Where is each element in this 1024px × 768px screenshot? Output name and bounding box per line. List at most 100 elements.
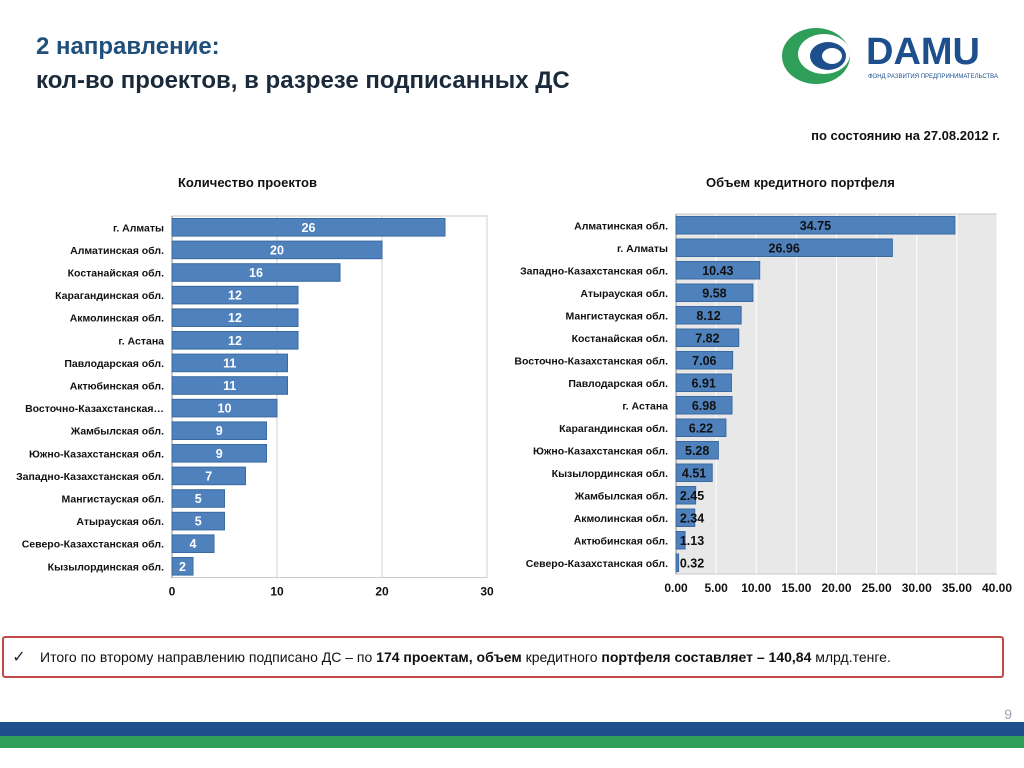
tick-label: 40.00 xyxy=(982,581,1012,595)
bar xyxy=(675,373,732,392)
category-label: Алматинская обл. xyxy=(70,245,164,257)
projects-count-chart: г. Алматы 26 Алматинская обл. 20 Костанайска… xyxy=(16,215,494,599)
bar xyxy=(171,285,299,305)
summary-part-4: портфеля составляет – 140,84 xyxy=(601,649,812,665)
bar xyxy=(171,263,341,282)
value-label: 6.91 xyxy=(692,376,716,390)
value-label: 7 xyxy=(205,469,212,483)
category-label: Карагандинская обл. xyxy=(559,423,668,435)
bar xyxy=(675,216,956,235)
bar xyxy=(675,351,734,370)
bar xyxy=(171,534,215,553)
tick-label: 0 xyxy=(169,585,176,599)
category-label: г. Алматы xyxy=(617,243,668,255)
category-label: Павлодарская обл. xyxy=(568,378,668,390)
tick-label: 10 xyxy=(270,585,284,599)
value-label: 12 xyxy=(228,334,242,348)
category-label: Жамбылская обл. xyxy=(70,426,164,438)
value-label: 12 xyxy=(228,289,242,303)
category-label: Жамбылская обл. xyxy=(574,490,668,502)
category-label: Восточно-Казахстанская… xyxy=(25,403,164,415)
bar xyxy=(675,553,680,572)
category-label: Актюбинская обл. xyxy=(70,381,164,393)
bar xyxy=(171,421,267,440)
as-of-date: по состоянию на 27.08.2012 г. xyxy=(811,128,1000,143)
summary-part-1: Итого по второму направлению подписано Д… xyxy=(40,649,377,665)
page-title-line2: кол-во проектов, в разрезе подписанных Д… xyxy=(36,67,570,94)
category-label: Алматинская обл. xyxy=(574,220,668,232)
bar xyxy=(171,489,225,508)
bar xyxy=(675,463,713,482)
value-label: 8.12 xyxy=(696,309,720,323)
bar xyxy=(675,328,740,347)
value-label: 6.98 xyxy=(692,399,716,413)
footer-band-blue xyxy=(0,722,1024,736)
value-label: 9 xyxy=(216,447,223,461)
value-label: 0.32 xyxy=(680,556,704,570)
category-label: Актюбинская обл. xyxy=(574,535,668,547)
page-number: 9 xyxy=(1004,706,1012,722)
summary-part-3: кредитного xyxy=(521,649,602,665)
value-label: 9 xyxy=(216,424,223,438)
bar xyxy=(171,353,288,373)
value-label: 34.75 xyxy=(800,219,831,233)
bar xyxy=(675,306,742,325)
value-label: 26 xyxy=(302,221,316,235)
bar xyxy=(171,557,194,576)
tick-label: 35.00 xyxy=(942,581,972,595)
value-label: 12 xyxy=(228,311,242,325)
category-label: Восточно-Казахстанская обл. xyxy=(514,355,668,367)
tick-label: 5.00 xyxy=(704,581,728,595)
value-label: 11 xyxy=(223,379,236,393)
tick-label: 0.00 xyxy=(664,581,688,595)
value-label: 2 xyxy=(179,560,186,574)
tick-label: 25.00 xyxy=(862,581,892,595)
value-label: 26.96 xyxy=(769,241,800,255)
damu-logo: DAMU ФОНД РАЗВИТИЯ ПРЕДПРИНИМАТЕЛЬСТВА xyxy=(782,28,998,84)
bar xyxy=(171,444,267,463)
value-label: 5.28 xyxy=(685,444,709,458)
summary-part-5: млрд.тенге. xyxy=(811,649,891,665)
page-title-line1: 2 направление: xyxy=(36,33,220,60)
category-label: Северо-Казахстанская обл. xyxy=(526,558,668,570)
category-label: Атырауская обл. xyxy=(76,516,164,528)
tick-label: 10.00 xyxy=(741,581,771,595)
category-label: Северо-Казахстанская обл. xyxy=(22,539,164,551)
category-label: Южно-Казахстанская обл. xyxy=(29,448,164,460)
value-label: 5 xyxy=(195,515,202,529)
tick-label: 15.00 xyxy=(781,581,811,595)
category-label: Южно-Казахстанская обл. xyxy=(533,445,668,457)
bar xyxy=(171,466,246,486)
right-chart-title: Объем кредитного портфеля xyxy=(706,175,895,190)
value-label: 1.13 xyxy=(680,534,704,548)
value-label: 5 xyxy=(195,492,202,506)
bar xyxy=(171,218,446,237)
category-label: Костанайская обл. xyxy=(572,333,668,345)
value-label: 6.22 xyxy=(689,421,713,435)
category-label: Кызылординская обл. xyxy=(48,561,164,573)
bar xyxy=(675,508,696,527)
value-label: 9.58 xyxy=(702,286,726,300)
category-label: Акмолинская обл. xyxy=(574,513,668,525)
bar xyxy=(171,308,299,328)
category-label: Мангистауская обл. xyxy=(566,310,669,322)
value-label: 20 xyxy=(270,243,284,257)
footer-band-green xyxy=(0,736,1024,748)
logo-wordmark: DAMU xyxy=(866,31,980,73)
bar xyxy=(675,396,733,415)
bar xyxy=(675,486,697,505)
value-label: 11 xyxy=(223,356,236,370)
category-label: г. Алматы xyxy=(113,222,164,234)
value-label: 7.82 xyxy=(695,331,719,345)
page-title: 2 направление: кол-во проектов, в разрез… xyxy=(36,30,570,98)
credit-portfolio-chart: Алматинская обл. 34.75 г. Алматы 26.96 Запад… xyxy=(514,213,1012,595)
bar xyxy=(675,283,754,302)
tick-label: 30.00 xyxy=(902,581,932,595)
category-label: Западно-Казахстанская обл. xyxy=(16,471,164,483)
logo-tagline: ФОНД РАЗВИТИЯ ПРЕДПРИНИМАТЕЛЬСТВА xyxy=(868,74,998,80)
bar xyxy=(171,376,288,395)
category-label: г. Астана xyxy=(622,400,668,412)
value-label: 4 xyxy=(190,537,197,551)
summary-part-2: 174 проектам, объем xyxy=(376,649,522,665)
left-chart-title: Количество проектов xyxy=(178,175,317,190)
